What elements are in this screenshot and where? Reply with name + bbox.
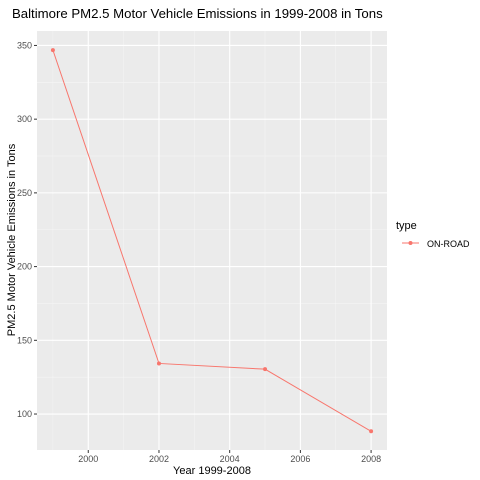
x-tick-label: 2006	[290, 454, 310, 464]
x-tick-label: 2008	[361, 454, 381, 464]
legend-item-label: ON-ROAD	[427, 239, 470, 249]
x-tick-label: 2004	[220, 454, 240, 464]
data-point	[263, 367, 268, 372]
y-tick-label: 150	[17, 335, 32, 345]
y-tick-label: 100	[17, 409, 32, 419]
y-axis-title: PM2.5 Motor Vehicle Emissions in Tons	[6, 143, 18, 336]
legend-title: type	[396, 220, 417, 232]
legend-key-point	[408, 241, 413, 245]
x-axis-title: Year 1999-2008	[173, 465, 251, 477]
x-tick-label: 2002	[149, 454, 169, 464]
data-point	[50, 48, 55, 53]
y-tick-label: 300	[17, 114, 32, 124]
y-tick-label: 250	[17, 188, 32, 198]
data-point	[369, 429, 374, 434]
data-point	[156, 361, 161, 366]
x-tick-label: 2000	[78, 454, 98, 464]
axes: 100 150 200 250 300 350 2000 2002 2004 2006 2008	[17, 40, 381, 464]
series-line	[52, 49, 372, 432]
legend: type ON-ROAD	[396, 220, 470, 249]
plot-panel	[37, 31, 387, 450]
y-tick-label: 350	[17, 40, 32, 50]
grid	[37, 31, 387, 450]
series-layer	[50, 48, 374, 434]
chart-title: Baltimore PM2.5 Motor Vehicle Emissions …	[12, 6, 383, 21]
y-tick-label: 200	[17, 262, 32, 272]
